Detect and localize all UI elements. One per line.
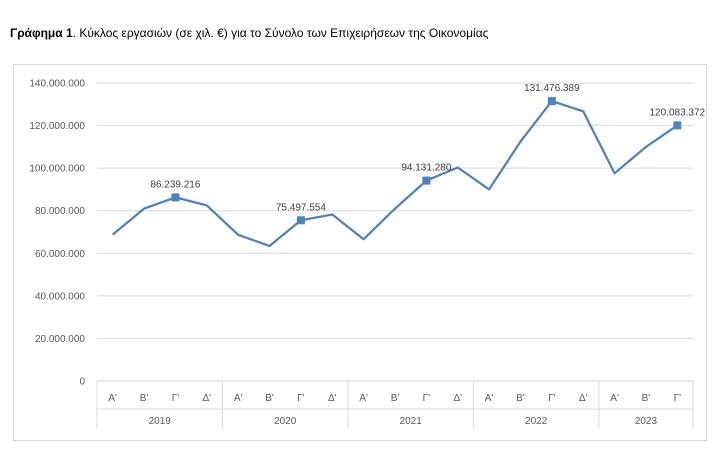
x-tick-label: Α' [359,393,368,404]
x-tick-label: Β' [265,393,274,404]
x-tick-label: Β' [140,393,149,404]
data-point-marker [171,193,180,202]
y-tick-label: 80.000.000 [35,206,85,217]
x-tick-label: Γ' [423,393,431,404]
y-tick-label: 20.000.000 [35,334,85,345]
chart-caption: Γράφημα 1. Κύκλος εργασιών (σε χιλ. €) γ… [10,26,488,40]
x-tick-label: Γ' [297,393,305,404]
x-tick-label: Δ' [579,393,588,404]
data-label: 131.476.389 [524,83,580,94]
x-tick-label: Γ' [172,393,180,404]
x-tick-label: Δ' [328,393,337,404]
x-tick-label: Α' [610,393,619,404]
caption-text: . Κύκλος εργασιών (σε χιλ. €) για το Σύν… [72,26,489,40]
series-line [111,99,678,248]
year-label: 2021 [400,416,423,427]
data-point-marker [296,216,305,225]
year-label: 2022 [525,416,548,427]
data-point-marker [422,176,431,185]
year-label: 2020 [274,416,297,427]
year-label: 2023 [635,416,658,427]
data-point-marker [673,121,682,130]
data-label: 86.239.216 [150,179,200,190]
chart-frame [13,64,707,441]
y-tick-label: 0 [79,377,85,388]
y-tick-label: 60.000.000 [35,249,85,260]
x-tick-label: Γ' [548,393,556,404]
y-tick-label: 40.000.000 [35,291,85,302]
data-label: 75.497.554 [276,202,326,213]
y-tick-label: 120.000.000 [29,121,85,132]
x-tick-label: Δ' [453,393,462,404]
x-tick-label: Δ' [202,393,211,404]
x-tick-label: Α' [485,393,494,404]
caption-label: Γράφημα 1 [10,26,73,40]
y-tick-label: 100.000.000 [29,164,85,175]
year-label: 2019 [149,416,172,427]
x-tick-label: Γ' [674,393,682,404]
data-point-marker [547,97,556,106]
x-tick-label: Α' [108,393,117,404]
y-tick-label: 140.000.000 [29,79,85,90]
data-label: 120.083.372 [650,107,706,118]
data-label: 94.131.280 [401,163,451,174]
x-tick-label: Α' [234,393,243,404]
x-tick-label: Β' [516,393,525,404]
x-tick-label: Β' [391,393,400,404]
x-tick-label: Β' [642,393,651,404]
